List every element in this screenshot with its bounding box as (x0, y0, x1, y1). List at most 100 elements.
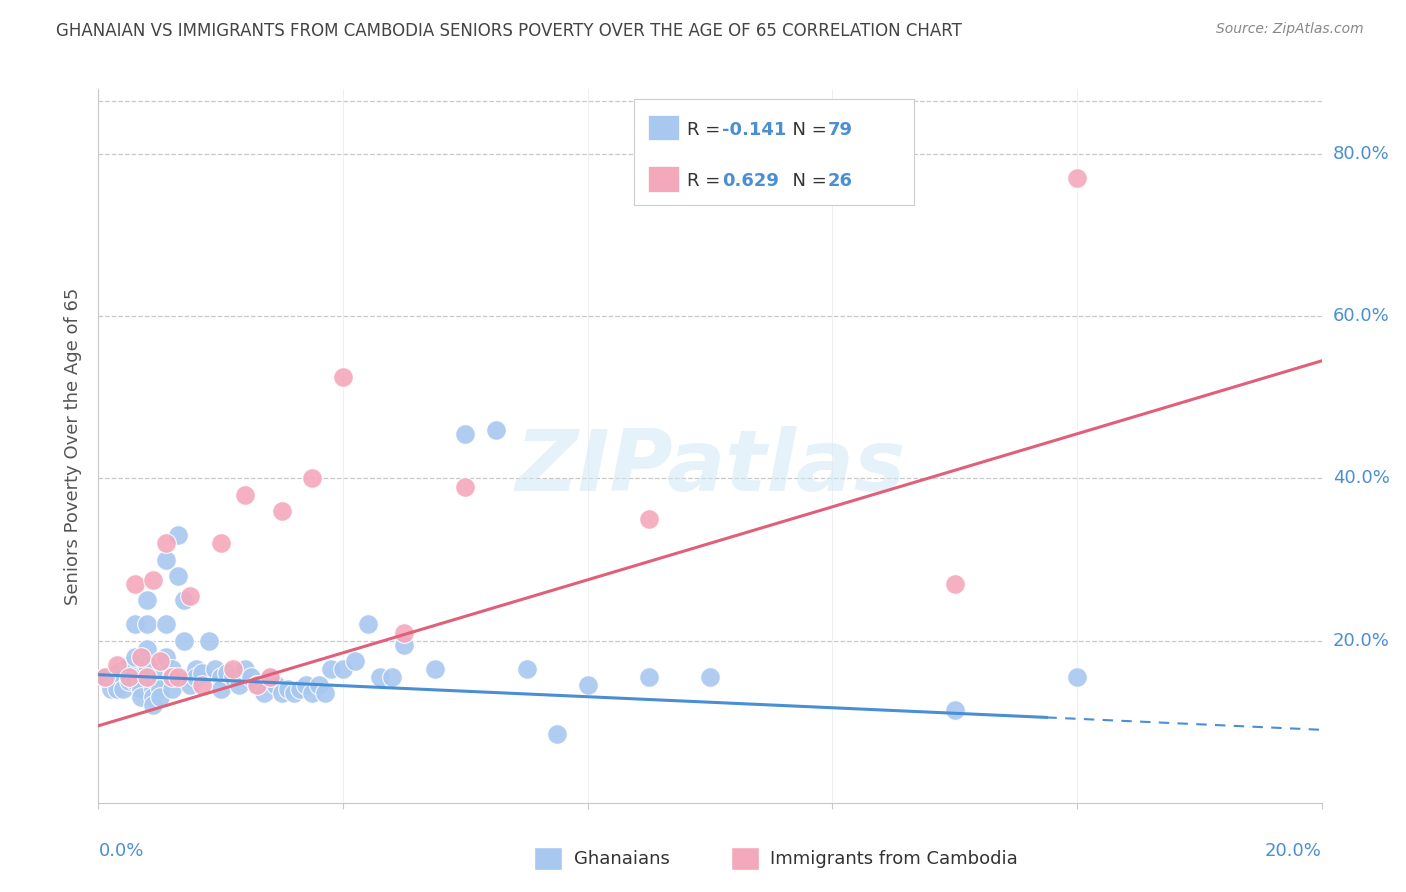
Text: Ghanaians: Ghanaians (574, 850, 669, 868)
Point (105, 682, 128, 697)
Point (124, 617, 146, 632)
Point (111, 670, 134, 684)
Point (332, 662, 354, 676)
Point (240, 670, 263, 684)
Point (142, 690, 165, 705)
Point (160, 670, 183, 684)
Point (485, 423, 508, 437)
Point (1066, 171, 1088, 186)
Point (546, 727, 568, 741)
Point (270, 686, 292, 700)
Point (392, 625, 416, 640)
Point (118, 674, 141, 689)
Point (149, 670, 172, 684)
Point (118, 670, 141, 684)
Text: 20.0%: 20.0% (1265, 842, 1322, 860)
Point (136, 670, 159, 684)
Point (259, 670, 281, 684)
Text: 0.0%: 0.0% (98, 842, 143, 860)
Point (129, 649, 152, 664)
Point (233, 488, 256, 502)
Point (167, 528, 190, 542)
Point (1066, 670, 1088, 684)
Point (209, 536, 232, 550)
Point (111, 682, 134, 697)
Point (124, 674, 146, 689)
Point (290, 682, 312, 697)
Point (93, 670, 115, 684)
Point (142, 698, 165, 713)
Point (943, 577, 966, 591)
Point (179, 678, 201, 692)
Text: Immigrants from Cambodia: Immigrants from Cambodia (770, 850, 1018, 868)
Point (301, 686, 323, 700)
Point (142, 573, 165, 587)
Point (160, 670, 183, 684)
Point (264, 678, 287, 692)
Point (392, 638, 416, 652)
Point (943, 702, 966, 716)
Text: N =: N = (782, 172, 832, 190)
Point (142, 682, 165, 697)
Point (160, 682, 183, 697)
Point (576, 678, 599, 692)
Point (100, 682, 122, 697)
Point (233, 662, 256, 676)
Point (155, 617, 177, 632)
Point (167, 670, 190, 684)
Point (454, 426, 477, 441)
Point (319, 662, 342, 676)
Point (295, 678, 318, 692)
Point (173, 593, 195, 607)
Text: 79: 79 (828, 120, 853, 138)
Point (246, 678, 269, 692)
Point (301, 471, 323, 485)
Text: GHANAIAN VS IMMIGRANTS FROM CAMBODIA SENIORS POVERTY OVER THE AGE OF 65 CORRELAT: GHANAIAN VS IMMIGRANTS FROM CAMBODIA SEN… (56, 22, 962, 40)
Point (699, 670, 721, 684)
Point (381, 670, 404, 684)
Text: R =: R = (688, 120, 727, 138)
Text: 0.629: 0.629 (723, 172, 779, 190)
Point (129, 682, 152, 697)
Point (204, 662, 226, 676)
Text: 80.0%: 80.0% (1333, 145, 1389, 163)
Point (93, 670, 115, 684)
Point (228, 678, 250, 692)
Text: R =: R = (688, 172, 727, 190)
Point (259, 670, 281, 684)
Point (136, 617, 159, 632)
Point (149, 690, 172, 705)
Point (179, 589, 201, 603)
Point (252, 686, 274, 700)
Point (179, 670, 201, 684)
Point (332, 370, 354, 384)
Point (246, 678, 269, 692)
Text: Source: ZipAtlas.com: Source: ZipAtlas.com (1216, 22, 1364, 37)
Point (186, 670, 208, 684)
Point (149, 654, 172, 668)
Point (155, 536, 177, 550)
Point (186, 662, 208, 676)
Point (209, 670, 232, 684)
Point (191, 678, 214, 692)
Point (118, 657, 141, 672)
Point (105, 666, 128, 681)
Point (197, 633, 219, 648)
Point (136, 657, 159, 672)
Point (155, 552, 177, 566)
Text: 60.0%: 60.0% (1333, 307, 1389, 326)
Point (209, 682, 232, 697)
Text: 20.0%: 20.0% (1333, 632, 1389, 649)
Point (270, 504, 292, 518)
Point (637, 670, 661, 684)
Point (637, 512, 661, 526)
Text: 26: 26 (828, 172, 853, 190)
Point (129, 682, 152, 697)
Point (368, 670, 391, 684)
Point (344, 654, 367, 668)
Text: 40.0%: 40.0% (1333, 469, 1389, 487)
Point (136, 593, 159, 607)
Point (105, 657, 128, 672)
Point (356, 617, 378, 632)
Point (129, 690, 152, 705)
